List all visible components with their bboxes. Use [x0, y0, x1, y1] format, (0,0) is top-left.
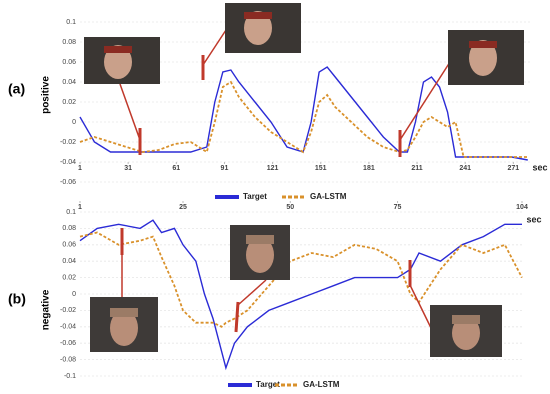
x-axis-label: sec [532, 162, 547, 172]
y-tick-label: -0.06 [60, 179, 76, 186]
y-tick-label: -0.08 [60, 356, 76, 363]
photo [90, 297, 158, 352]
y-tick-label: -0.1 [64, 373, 76, 380]
x-tick-label: 241 [459, 165, 471, 172]
photo [84, 37, 160, 84]
y-tick-label: 0.08 [62, 39, 76, 46]
annotations [119, 29, 451, 333]
pointer [119, 83, 141, 141]
y-tick-label: 0.08 [62, 225, 76, 232]
panel-label: (a) [8, 81, 25, 97]
y-tick-label: -0.02 [60, 307, 76, 314]
x-tick-label: 91 [221, 165, 229, 172]
x-tick-label: 211 [411, 165, 422, 172]
y-tick-label: 0.1 [66, 209, 76, 216]
series-line [79, 66, 528, 161]
x-tick-label: 181 [363, 165, 375, 172]
x-tick-label: 25 [179, 204, 187, 211]
y-tick-label: 0.04 [62, 79, 76, 86]
series-line [79, 219, 522, 371]
legend-label: Target [256, 380, 280, 389]
y-tick-label: 0.02 [62, 99, 76, 106]
y-tick-label: -0.04 [60, 159, 76, 166]
y-tick-label: 0.1 [66, 19, 76, 26]
x-tick-label: 151 [315, 165, 327, 172]
pointer [202, 29, 227, 66]
photo [448, 30, 524, 85]
legend-label: GA-LSTM [303, 380, 340, 389]
y-tick-label: -0.02 [60, 139, 76, 146]
x-tick-label: 61 [172, 165, 180, 172]
photo [225, 3, 301, 53]
photo [430, 305, 502, 357]
x-tick-label: 75 [394, 204, 402, 211]
pointer-mark [234, 301, 240, 333]
x-tick-label: 1 [78, 165, 82, 172]
y-tick-label: 0.06 [62, 242, 76, 249]
x-tick-label: 121 [267, 165, 279, 172]
photo [230, 225, 290, 280]
y-tick-label: 0.04 [62, 258, 76, 265]
y-tick-label: -0.06 [60, 340, 76, 347]
x-tick-label: 50 [286, 204, 294, 211]
x-axis-label: sec [526, 214, 541, 224]
pointer [399, 61, 451, 141]
pointer [409, 284, 433, 331]
series-line [79, 80, 528, 158]
legend-label: Target [243, 192, 267, 201]
photos [84, 3, 524, 357]
y-tick-label: 0 [72, 291, 76, 298]
y-tick-label: 0.06 [62, 59, 76, 66]
series-line [79, 231, 523, 328]
panel-label: (b) [8, 291, 26, 307]
x-tick-label: 31 [124, 165, 132, 172]
y-axis-label: negative [41, 289, 52, 330]
legend-label: GA-LSTM [310, 192, 347, 201]
y-tick-label: 0.02 [62, 274, 76, 281]
y-tick-label: 0 [72, 119, 76, 126]
y-axis-label: positive [41, 76, 52, 114]
y-tick-label: -0.04 [60, 324, 76, 331]
x-tick-label: 271 [508, 165, 520, 172]
pointer [237, 279, 267, 306]
x-tick-label: 1 [78, 204, 82, 211]
x-tick-label: 104 [516, 204, 528, 211]
